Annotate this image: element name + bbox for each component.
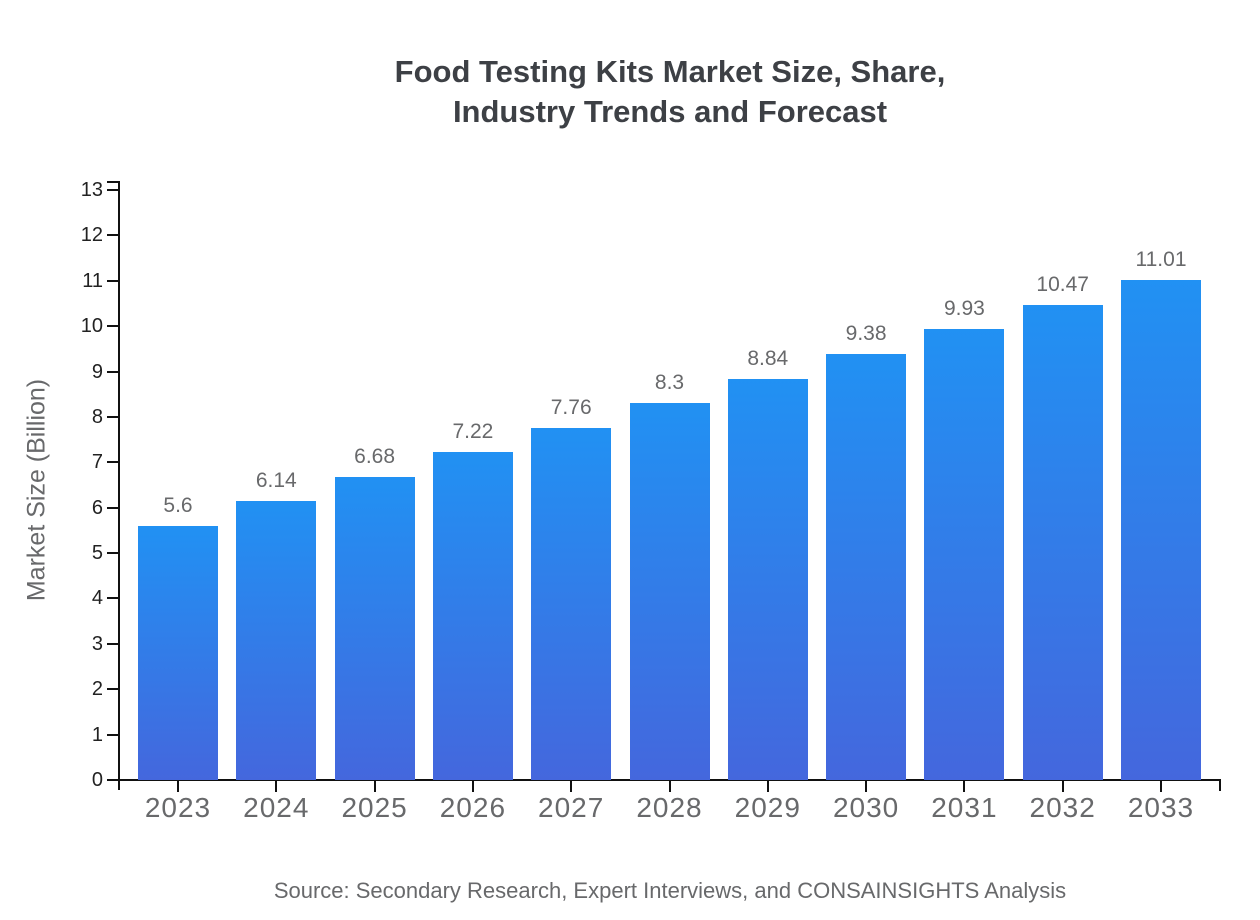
y-tick — [107, 688, 119, 691]
bar-value-label: 8.3 — [654, 371, 685, 395]
y-tick-label: 3 — [91, 632, 103, 655]
bar-2023 — [138, 525, 218, 780]
x-tick — [1061, 780, 1064, 792]
x-tick — [373, 780, 376, 792]
bar-value-label: 5.6 — [163, 493, 193, 517]
bar-2027 — [531, 427, 612, 780]
bar-2028 — [629, 403, 710, 780]
x-tick-label: 2028 — [636, 792, 703, 823]
y-tick-label: 11 — [82, 269, 103, 292]
y-tick — [107, 461, 119, 464]
x-tick — [766, 780, 769, 792]
bar-2026 — [432, 452, 513, 780]
x-tick-label: 2024 — [243, 792, 310, 823]
x-tick-label: 2029 — [734, 792, 801, 823]
x-tick-label: 2032 — [1029, 792, 1096, 823]
y-tick-label: 8 — [91, 405, 103, 428]
x-tick-label: 2026 — [439, 792, 507, 823]
y-tick-label: 6 — [91, 496, 103, 519]
y-tick-label: 1 — [91, 723, 103, 746]
y-tick — [107, 370, 119, 373]
y-tick-label: 13 — [80, 179, 103, 201]
y-tick — [107, 552, 119, 555]
bar-value-label: 6.68 — [354, 444, 396, 468]
y-tick-label: 10 — [80, 315, 103, 338]
y-tick — [107, 189, 119, 191]
y-tick — [107, 279, 119, 282]
y-tick-label: 4 — [91, 587, 103, 610]
source-note: Source: Secondary Research, Expert Inter… — [273, 878, 1067, 903]
bar-value-label: 9.38 — [845, 322, 887, 346]
y-tick — [107, 234, 119, 237]
bar-2032 — [1022, 304, 1103, 780]
y-tick-label: 2 — [91, 678, 103, 701]
x-tick — [668, 780, 671, 792]
bar-value-label: 11.01 — [1135, 248, 1187, 272]
y-axis-line — [118, 181, 120, 790]
y-tick — [107, 597, 119, 600]
x-tick — [963, 780, 966, 792]
x-axis-line — [107, 779, 1221, 781]
bar-2025 — [334, 476, 415, 780]
bar-value-label: 7.22 — [452, 420, 494, 444]
y-tick — [107, 325, 119, 328]
x-tick-label: 2030 — [832, 792, 900, 823]
bar-2031 — [924, 329, 1005, 780]
y-axis-endcap-tick — [107, 181, 119, 183]
x-tick — [1160, 780, 1162, 792]
bar-value-label: 8.84 — [747, 346, 789, 370]
x-tick — [471, 780, 474, 792]
bar-value-label: 6.14 — [255, 469, 297, 493]
y-tick — [107, 506, 119, 509]
x-tick-label: 2025 — [341, 792, 408, 823]
y-tick-label: 7 — [91, 451, 103, 474]
x-tick-label: 2023 — [144, 792, 212, 823]
bar-2033 — [1121, 280, 1201, 780]
x-tick — [865, 780, 868, 792]
y-tick — [107, 415, 119, 418]
y-tick-label: 5 — [91, 542, 103, 565]
x-tick — [275, 780, 278, 792]
chart-title-line2: Industry Trends and Forecast — [452, 94, 888, 129]
y-tick — [107, 779, 119, 781]
chart-title-line1: Food Testing Kits Market Size, Share, — [394, 54, 946, 89]
bar-value-label: 9.93 — [943, 297, 985, 321]
y-tick — [107, 733, 119, 736]
x-axis-endcap-tick — [1219, 779, 1221, 791]
chart-title: Food Testing Kits Market Size, Share, In… — [90, 52, 1250, 132]
x-tick-label: 2033 — [1127, 792, 1195, 823]
y-tick-label: 9 — [91, 360, 103, 383]
x-tick — [177, 780, 179, 792]
y-tick-label: 12 — [80, 224, 103, 247]
y-tick-label: 0 — [91, 769, 103, 791]
bar-2030 — [826, 354, 907, 780]
bar-value-label: 10.47 — [1036, 272, 1089, 296]
x-tick-label: 2031 — [931, 792, 998, 823]
bar-value-label: 7.76 — [550, 395, 592, 419]
x-tick-label: 2027 — [538, 792, 605, 823]
bar-2029 — [727, 378, 808, 780]
y-tick — [107, 642, 119, 645]
bar-2024 — [236, 501, 317, 780]
x-tick — [570, 780, 573, 792]
